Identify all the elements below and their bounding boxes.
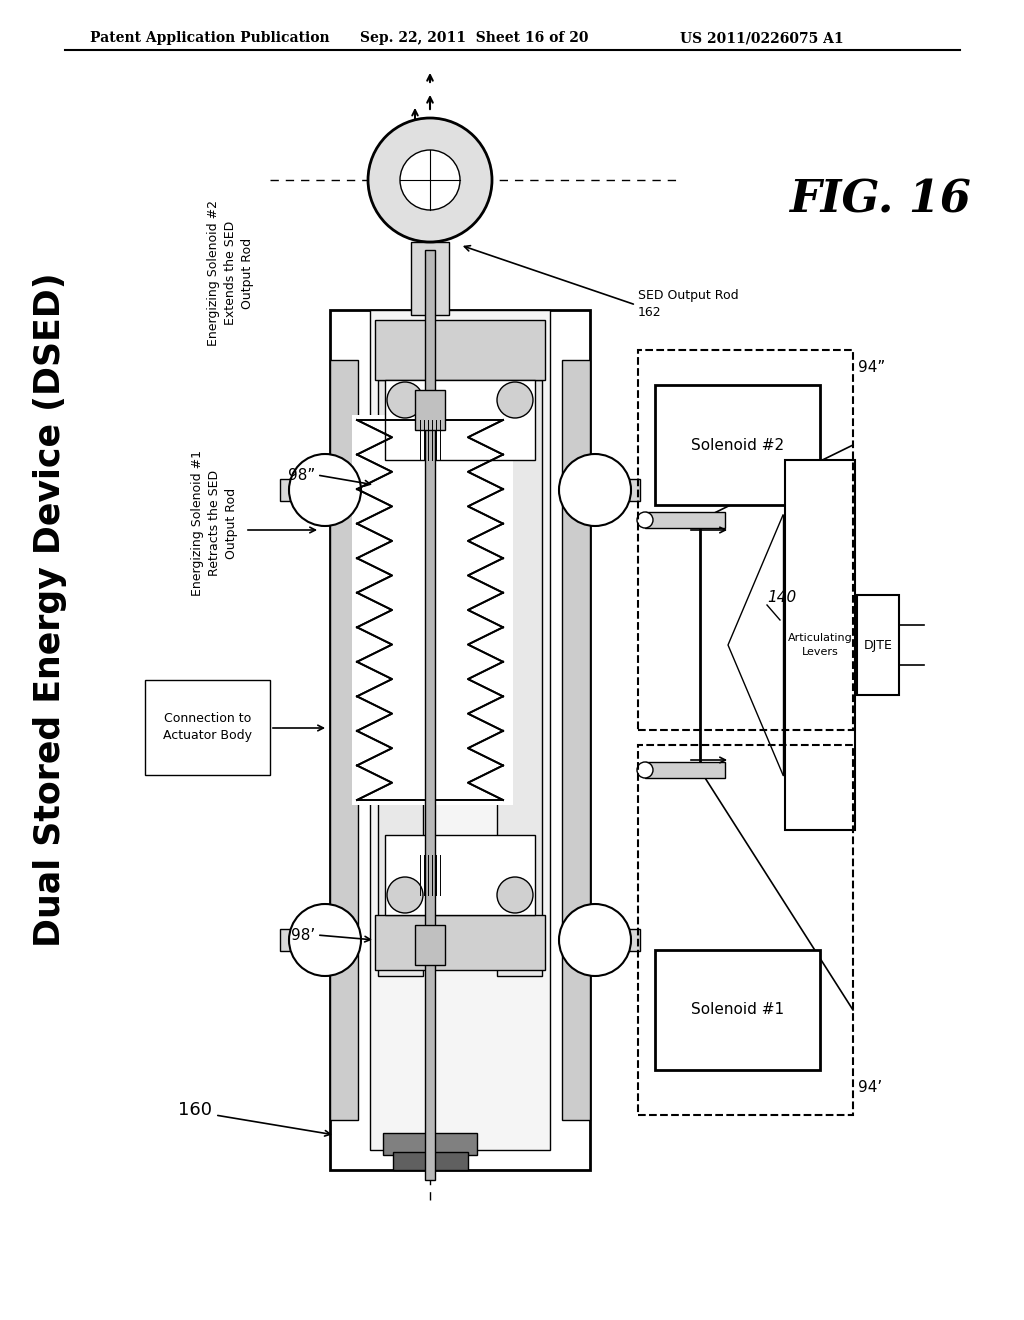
Text: Patent Application Publication: Patent Application Publication <box>90 30 330 45</box>
Bar <box>497 380 542 975</box>
Bar <box>375 319 545 380</box>
Bar <box>378 380 423 975</box>
Bar <box>590 929 640 950</box>
Bar <box>330 310 590 1170</box>
Bar <box>385 836 535 915</box>
Bar <box>375 915 545 970</box>
Bar <box>590 479 640 502</box>
Circle shape <box>497 381 534 418</box>
Text: 160: 160 <box>178 1101 212 1119</box>
Circle shape <box>559 904 631 975</box>
Bar <box>645 512 725 528</box>
Text: Dual Stored Energy Device (DSED): Dual Stored Energy Device (DSED) <box>33 273 67 948</box>
Text: Solenoid #1: Solenoid #1 <box>691 1002 784 1018</box>
Circle shape <box>289 904 361 975</box>
Circle shape <box>289 454 361 525</box>
Text: Solenoid #2: Solenoid #2 <box>691 437 784 453</box>
Bar <box>415 389 445 430</box>
Bar <box>145 680 270 775</box>
Text: 98’: 98’ <box>291 928 315 942</box>
Text: FIG. 16: FIG. 16 <box>790 178 971 222</box>
Text: Connection to
Actuator Body: Connection to Actuator Body <box>163 713 252 742</box>
Bar <box>392 1152 468 1170</box>
Text: 162: 162 <box>638 305 662 318</box>
Bar <box>655 385 820 506</box>
Text: US 2011/0226075 A1: US 2011/0226075 A1 <box>680 30 844 45</box>
Bar <box>638 350 853 730</box>
Text: DJTE: DJTE <box>863 639 893 652</box>
Bar <box>638 744 853 1115</box>
Text: Energizing Solenoid #1
Retracts the SED
Output Rod: Energizing Solenoid #1 Retracts the SED … <box>191 450 239 597</box>
Bar <box>370 310 550 1150</box>
Bar <box>280 479 330 502</box>
Text: 94”: 94” <box>858 360 886 375</box>
Bar <box>411 242 449 315</box>
Bar <box>425 249 435 1180</box>
Circle shape <box>387 381 423 418</box>
Circle shape <box>637 512 653 528</box>
Circle shape <box>497 876 534 913</box>
Text: Energizing Solenoid #2
Extends the SED
Output Rod: Energizing Solenoid #2 Extends the SED O… <box>207 201 254 346</box>
Bar <box>562 360 590 1119</box>
Bar <box>857 595 899 696</box>
Circle shape <box>559 454 631 525</box>
Text: 94’: 94’ <box>858 1080 883 1096</box>
Bar <box>785 459 855 830</box>
Text: Articulating
Levers: Articulating Levers <box>787 634 852 656</box>
Bar <box>655 950 820 1071</box>
Bar <box>415 925 445 965</box>
Bar <box>432 1133 477 1155</box>
Text: SED Output Rod: SED Output Rod <box>638 289 738 301</box>
Text: 140: 140 <box>767 590 797 606</box>
Text: 98”: 98” <box>288 467 315 483</box>
Circle shape <box>400 150 460 210</box>
Bar <box>280 929 330 950</box>
Bar <box>352 414 513 805</box>
Bar <box>645 762 725 777</box>
Circle shape <box>368 117 492 242</box>
Bar <box>383 1133 428 1155</box>
Circle shape <box>387 876 423 913</box>
Bar <box>385 380 535 459</box>
Text: Sep. 22, 2011  Sheet 16 of 20: Sep. 22, 2011 Sheet 16 of 20 <box>360 30 589 45</box>
Circle shape <box>637 762 653 777</box>
Bar <box>330 360 358 1119</box>
